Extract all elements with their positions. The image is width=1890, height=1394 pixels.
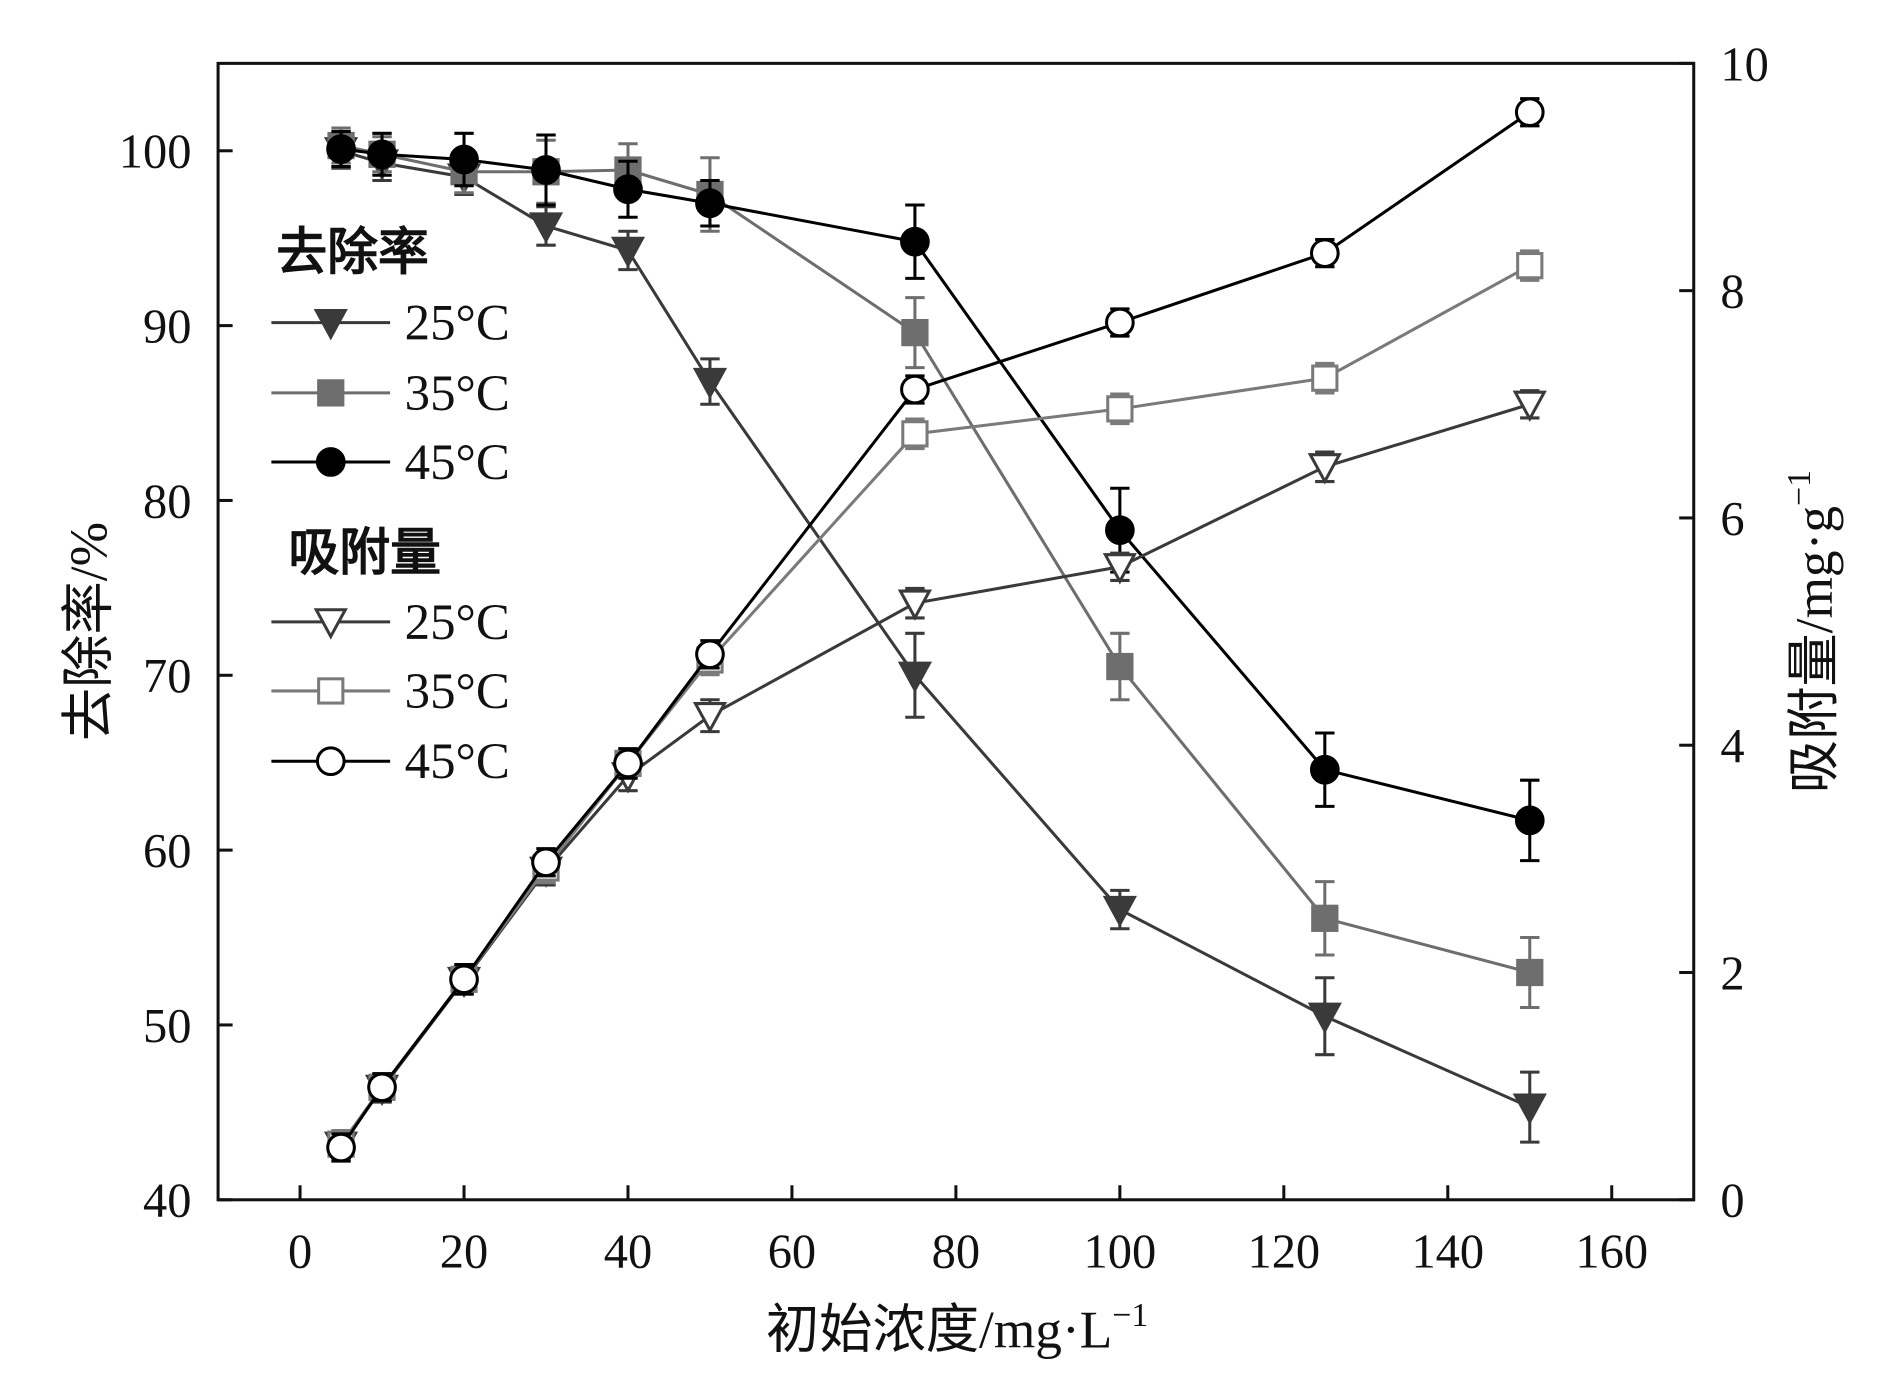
- data-point: [1512, 1093, 1547, 1125]
- left-y-axis-label: 去除率/%: [60, 522, 119, 741]
- right-y-tick-label: 0: [1720, 1175, 1744, 1228]
- legend-label: 45°C: [405, 435, 510, 491]
- data-point: [1307, 453, 1342, 485]
- legend-title-adsorption: 吸附量: [288, 525, 441, 582]
- legend-marker: [313, 608, 348, 640]
- data-point: [528, 212, 564, 244]
- data-point: [1106, 395, 1134, 423]
- series-line: [339, 110, 1531, 1149]
- right-y-axis-label-text: 吸附量/mg·g: [1785, 506, 1844, 793]
- legend-marker: [317, 677, 345, 705]
- data-point: [1307, 1002, 1342, 1034]
- right-y-tick-label: 2: [1720, 947, 1744, 1000]
- data-point: [326, 134, 356, 164]
- data-point: [1309, 754, 1340, 785]
- data-point: [449, 144, 479, 175]
- left-y-tick-label: 90: [143, 301, 191, 354]
- left-y-tick-label: 50: [143, 1000, 191, 1053]
- legend-label: 45°C: [405, 734, 510, 790]
- data-point: [897, 661, 933, 693]
- series-removal-45c: [326, 130, 1545, 863]
- data-point: [1512, 390, 1547, 422]
- right-y-tick-label: 4: [1720, 720, 1744, 773]
- series-line: [340, 144, 1531, 974]
- data-point: [1102, 553, 1137, 585]
- legend-title-removal: 去除率: [276, 224, 429, 281]
- data-point: [1516, 252, 1544, 280]
- data-point: [695, 639, 725, 670]
- legend-marker: [315, 447, 346, 477]
- data-point: [1106, 652, 1134, 681]
- data-point: [326, 1132, 356, 1163]
- data-point: [531, 155, 561, 185]
- data-point: [692, 702, 728, 734]
- x-tick-label: 0: [288, 1226, 312, 1279]
- x-tick-label: 60: [768, 1226, 816, 1279]
- data-point: [692, 367, 728, 400]
- legend-marker: [315, 746, 346, 777]
- x-tick-label: 80: [932, 1226, 980, 1279]
- data-point: [1514, 97, 1545, 128]
- legend-label: 35°C: [405, 366, 510, 422]
- series-line: [340, 149, 1531, 1109]
- data-point: [1311, 364, 1339, 392]
- data-point: [610, 236, 646, 269]
- left-y-tick-label: 70: [143, 650, 191, 703]
- legend-marker: [313, 309, 348, 341]
- left-y-tick-label: 80: [143, 475, 191, 528]
- right-y-axis-label: 吸附量/mg·g−1: [1781, 470, 1844, 793]
- data-point: [1102, 895, 1137, 928]
- series-line: [340, 147, 1531, 822]
- legend-marker: [317, 379, 345, 407]
- legend-label: 25°C: [405, 296, 510, 352]
- data-point: [900, 374, 930, 405]
- data-point: [613, 748, 643, 779]
- data-point: [1105, 515, 1135, 546]
- x-tick-label: 20: [440, 1226, 488, 1279]
- x-tick-label: 120: [1247, 1226, 1320, 1279]
- right-y-tick-label: 10: [1720, 38, 1768, 91]
- data-point: [897, 589, 933, 621]
- left-y-tick-label: 100: [119, 126, 192, 179]
- right-y-axis-label-sup: −1: [1781, 470, 1818, 506]
- series-removal-35c: [327, 126, 1544, 1009]
- data-point: [1309, 238, 1340, 268]
- x-axis-label-sup: −1: [1112, 1297, 1148, 1334]
- data-point: [1516, 958, 1544, 987]
- x-tick-label: 100: [1084, 1226, 1157, 1279]
- x-tick-label: 160: [1575, 1226, 1648, 1279]
- data-point: [901, 318, 929, 347]
- data-point: [900, 226, 930, 257]
- legend-label: 35°C: [405, 664, 510, 720]
- data-point: [613, 174, 643, 205]
- x-tick-label: 140: [1411, 1226, 1484, 1279]
- data-point: [1311, 904, 1339, 932]
- data-point: [531, 847, 561, 878]
- data-point: [1105, 307, 1135, 338]
- series-line: [339, 264, 1531, 1145]
- series-adsorption-45c: [326, 97, 1545, 1163]
- data-point: [1514, 805, 1545, 836]
- data-point: [367, 139, 397, 170]
- right-y-tick-label: 8: [1720, 266, 1744, 319]
- right-y-tick-label: 6: [1720, 493, 1744, 546]
- legend-label: 25°C: [405, 595, 510, 651]
- x-axis-label-text: 初始浓度/mg·L: [766, 1301, 1112, 1360]
- data-point: [901, 420, 929, 448]
- left-y-tick-label: 60: [143, 825, 191, 878]
- data-point: [367, 1072, 397, 1103]
- data-point: [695, 188, 725, 219]
- left-y-tick-label: 40: [143, 1175, 191, 1228]
- series-adsorption-35c: [327, 249, 1544, 1160]
- data-point: [449, 964, 479, 995]
- x-axis-label: 初始浓度/mg·L−1: [766, 1297, 1148, 1360]
- x-tick-label: 40: [604, 1226, 652, 1279]
